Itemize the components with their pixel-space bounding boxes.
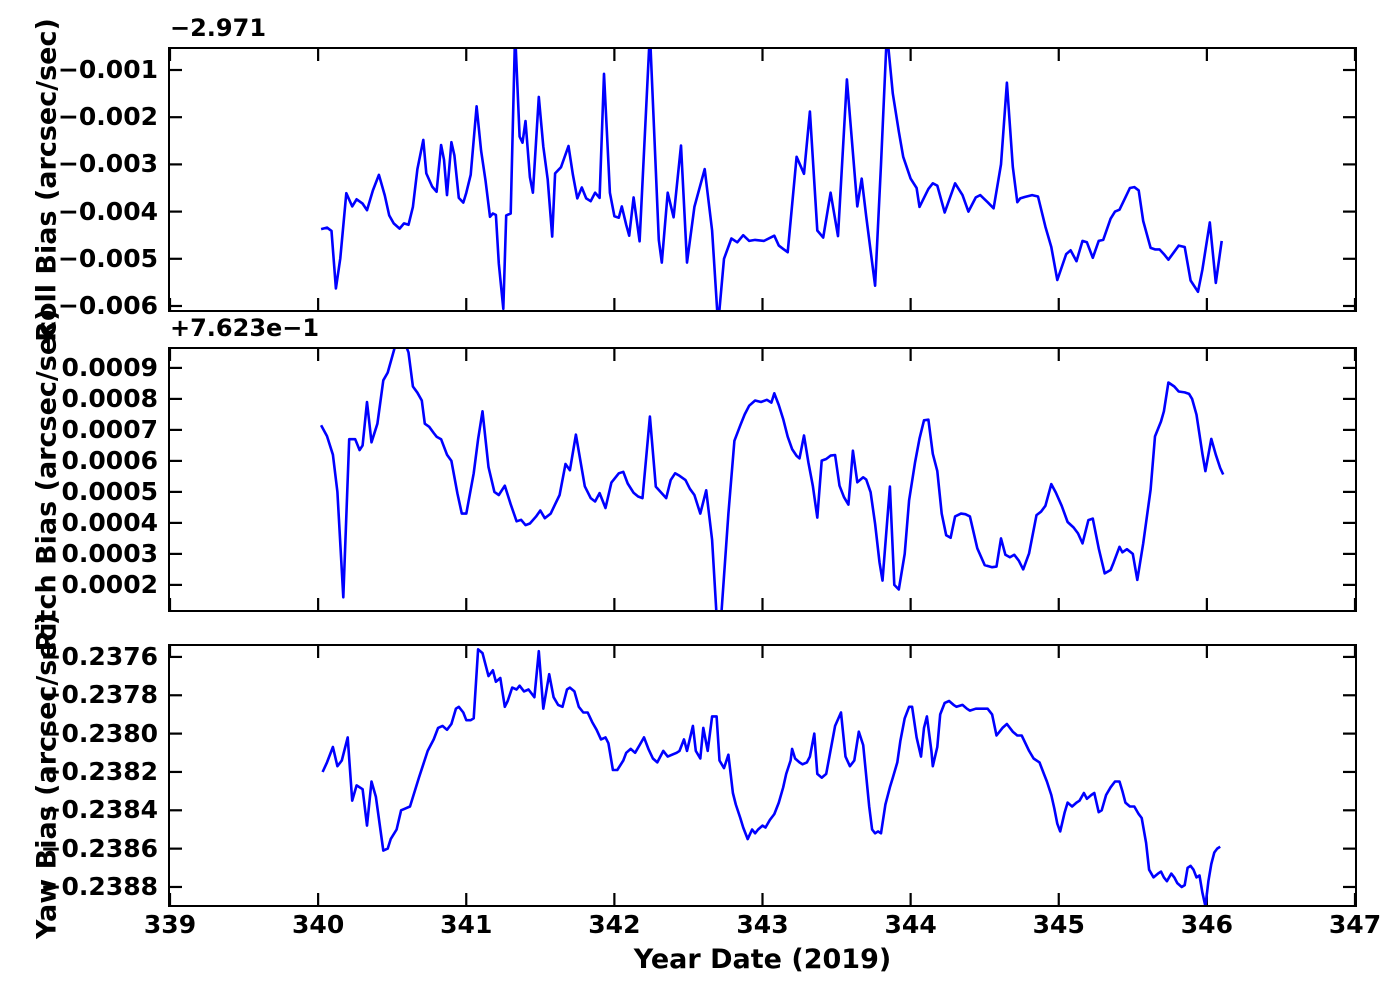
y-tick-label: 0.0008 [61, 383, 158, 413]
y-tick-label: −0.2380 [40, 718, 158, 748]
x-tick-label: 340 [292, 910, 345, 939]
y-tick-label: −0.001 [57, 55, 158, 84]
x-tick-label: 339 [143, 910, 197, 939]
pitch-bias-plot-area [169, 348, 1355, 610]
axis-offset-text: −2.971 [170, 14, 267, 42]
y-tick-label: −0.2384 [40, 795, 158, 825]
pitch-bias-data-line [319, 348, 1224, 610]
x-tick-label: 346 [1180, 910, 1233, 939]
y-tick-label: −0.2376 [40, 641, 158, 671]
roll-bias-subplot [167, 46, 1357, 312]
y-tick-label: 0.0004 [61, 507, 158, 537]
pitch-bias-subplot [167, 346, 1357, 612]
y-tick-label: −0.002 [57, 102, 158, 132]
yaw-bias-subplot [167, 643, 1357, 907]
roll-bias-data-line [320, 48, 1223, 310]
yaw-bias-plot-area [169, 645, 1355, 905]
y-tick-label: −0.2388 [40, 871, 158, 901]
y-tick-label: 0.0003 [61, 538, 158, 568]
x-tick-label: 341 [440, 910, 493, 939]
y-tick-label: −0.005 [57, 243, 158, 273]
y-tick-label: −0.003 [57, 149, 158, 179]
yaw-bias-data-line [320, 647, 1221, 905]
x-axis-label: Year Date (2019) [633, 944, 892, 975]
roll-bias-axis-label: Roll Bias (arcsec/sec) [31, 17, 63, 342]
roll-bias-plot-area [169, 48, 1355, 310]
x-tick-label: 343 [736, 910, 789, 939]
y-tick-label: 0.0005 [61, 476, 158, 506]
axis-offset-text: +7.623e−1 [170, 314, 320, 342]
y-tick-label: −0.004 [57, 196, 158, 226]
x-tick-label: 344 [884, 910, 937, 939]
x-tick-label: 345 [1032, 910, 1085, 939]
y-tick-label: 0.0002 [61, 569, 158, 599]
y-tick-label: −0.2382 [40, 756, 158, 786]
y-tick-label: 0.0009 [61, 352, 158, 382]
y-tick-label: −0.2386 [40, 833, 158, 863]
x-tick-label: 347 [1328, 910, 1382, 939]
y-tick-label: 0.0006 [61, 445, 158, 475]
x-tick-label: 342 [588, 910, 641, 939]
y-tick-label: −0.006 [57, 290, 158, 320]
pitch-bias-axis-label: Pitch Bias (arcsec/sec) [31, 308, 63, 651]
y-tick-label: −0.2378 [40, 680, 158, 710]
yaw-bias-axis-label: Yaw Bias (arcsec/sec) [31, 612, 63, 939]
y-tick-label: 0.0007 [61, 414, 158, 444]
